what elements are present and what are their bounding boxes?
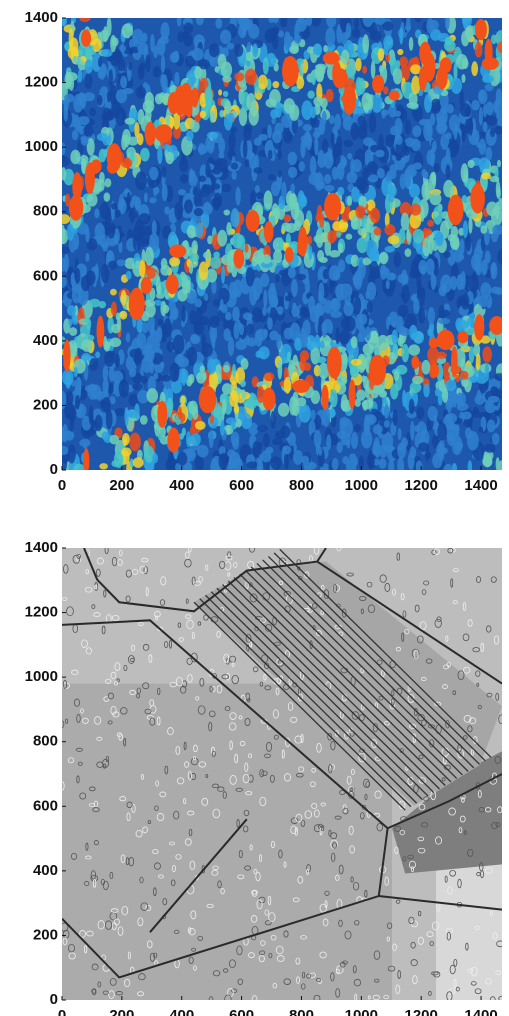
x-tick-label: 400	[169, 477, 194, 494]
y-tick-label: 0	[50, 991, 58, 1008]
y-tick-label: 200	[33, 926, 58, 943]
y-tick-label: 1200	[25, 604, 58, 621]
x-tick-label: 1000	[345, 1007, 378, 1016]
x-tick-label: 1400	[464, 477, 497, 494]
y-tick-label: 200	[33, 396, 58, 413]
x-tick-label: 800	[289, 477, 314, 494]
plot-image	[60, 544, 505, 1004]
y-tick-label: 600	[33, 267, 58, 284]
x-tick-label: 0	[58, 1007, 66, 1016]
x-tick-label: 1200	[404, 1007, 437, 1016]
y-tick-label: 800	[33, 203, 58, 220]
plot-image	[56, 8, 507, 480]
y-tick-label: 1000	[25, 138, 58, 155]
figure: 0 200 400 600 800 1000 1200 1400 0 200 400 600 800 10…	[0, 0, 509, 1016]
x-tick-label: 0	[58, 477, 66, 494]
y-tick-label: 1400	[25, 539, 58, 556]
x-tick-label: 200	[109, 477, 134, 494]
y-tick-label: 400	[33, 862, 58, 879]
x-tick-label: 200	[109, 1007, 134, 1016]
x-tick-label: 800	[289, 1007, 314, 1016]
x-tick-label: 600	[229, 477, 254, 494]
x-tick-label: 400	[169, 1007, 194, 1016]
y-tick-label: 400	[33, 332, 58, 349]
x-tick-label: 1200	[404, 477, 437, 494]
y-tick-label: 600	[33, 797, 58, 814]
y-tick-label: 800	[33, 733, 58, 750]
x-tick-label: 1400	[464, 1007, 497, 1016]
y-tick-label: 1000	[25, 668, 58, 685]
x-tick-label: 600	[229, 1007, 254, 1016]
y-tick-label: 0	[50, 461, 58, 478]
y-tick-label: 1200	[25, 74, 58, 91]
x-tick-label: 1000	[345, 477, 378, 494]
y-tick-label: 1400	[25, 9, 58, 26]
